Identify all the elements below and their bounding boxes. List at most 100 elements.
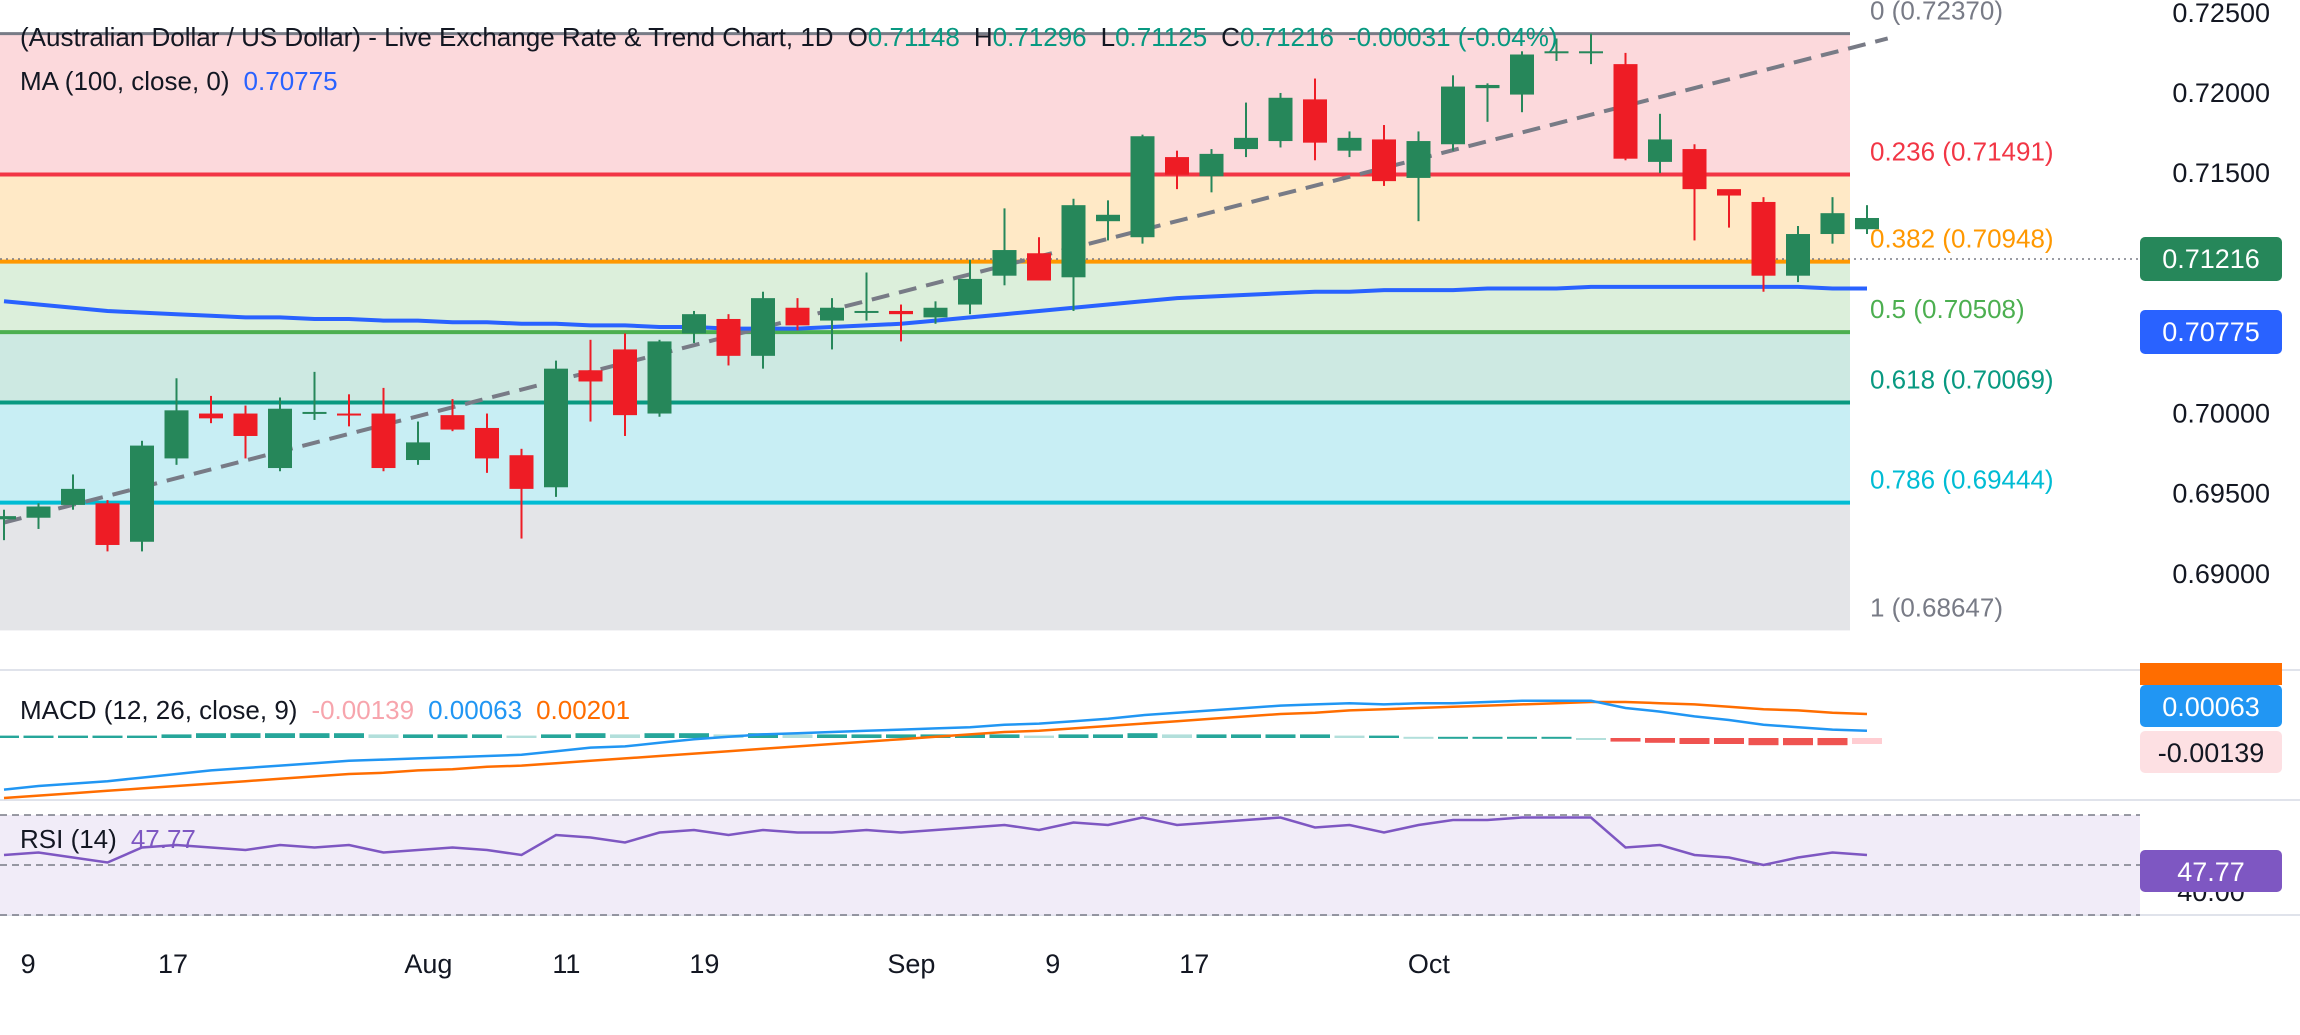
- candle-body: [1234, 137, 1258, 150]
- ma-legend-value: 0.70775: [244, 66, 338, 96]
- trendline: [3, 36, 1889, 525]
- candle-body: [1337, 137, 1362, 151]
- macd-histogram-bar: [1403, 736, 1434, 739]
- macd-line-value: 0.00063: [428, 695, 522, 725]
- ma-price-badge: [2140, 310, 2282, 354]
- macd-histogram-bar: [1748, 738, 1779, 746]
- low-value: 0.71125: [1115, 22, 1207, 52]
- macd-histogram-bar: [127, 735, 157, 738]
- candle-47: [1613, 52, 1638, 161]
- candle-body: [1061, 205, 1086, 278]
- candle-5: [164, 378, 189, 465]
- fib-label-0.5: 0.5 (0.70508): [1870, 294, 2025, 324]
- candle-body: [785, 307, 810, 326]
- macd-histogram-bar: [230, 733, 261, 738]
- candle-body: [233, 413, 258, 436]
- macd-histogram-bar: [1024, 735, 1054, 738]
- candle-body: [199, 413, 223, 419]
- candle-52: [1786, 226, 1810, 283]
- candle-body: [1544, 51, 1569, 54]
- candle-4: [130, 440, 154, 552]
- macd-histogram-bar: [1231, 734, 1261, 738]
- candle-body: [1199, 153, 1224, 177]
- candle-44: [1510, 51, 1534, 113]
- candle-27: [923, 301, 948, 324]
- macd-histogram-bar: [1438, 736, 1468, 739]
- macd-histogram-bar: [575, 733, 606, 738]
- candle-body: [1406, 141, 1431, 178]
- candle-1: [26, 503, 51, 529]
- candle-33: [1130, 134, 1155, 244]
- last-price-badge: [2140, 237, 2282, 281]
- macd-hist-badge: [2140, 731, 2282, 773]
- candle-25: [854, 272, 879, 321]
- candle-body: [1372, 139, 1396, 182]
- ma-legend-label: MA (100, close, 0): [20, 66, 230, 96]
- macd-pane: [0, 699, 1882, 800]
- candle-28: [958, 259, 982, 315]
- fibonacci-zones: [0, 33, 1850, 631]
- fib-zone-0.5: [0, 332, 1850, 403]
- low-label: L: [1101, 22, 1115, 52]
- candle-body: [613, 349, 637, 416]
- candle-body: [1579, 51, 1603, 54]
- macd-histogram-bar: [334, 733, 364, 738]
- macd-histogram-bar: [541, 734, 571, 738]
- candle-26: [889, 304, 913, 342]
- candle-body: [751, 298, 775, 356]
- macd-histogram-bar: [782, 734, 813, 738]
- candle-body: [1820, 213, 1845, 235]
- time-tick-label: 9: [21, 949, 36, 979]
- macd-histogram-bar: [886, 734, 916, 738]
- candle-22: [751, 291, 775, 369]
- candle-53: [1820, 197, 1845, 244]
- rsi-badge-text: 47.77: [2177, 857, 2245, 887]
- trendline-segment: [3, 36, 1889, 525]
- macd-histogram-bar: [1369, 735, 1399, 738]
- high-value: 0.71296: [993, 22, 1087, 52]
- candle-body: [1096, 214, 1120, 222]
- macd-histogram-bar: [817, 734, 847, 738]
- candle-39: [1337, 131, 1362, 158]
- macd-histogram-bar: [161, 734, 192, 738]
- macd-histogram-bar: [265, 733, 295, 738]
- macd-legend-label: MACD (12, 26, close, 9): [20, 695, 297, 725]
- candle-body: [1027, 253, 1051, 281]
- candle-38: [1303, 78, 1327, 161]
- candle-24: [820, 298, 844, 350]
- candle-body: [302, 411, 327, 414]
- header-title: (Australian Dollar / US Dollar) - Live E…: [20, 22, 834, 52]
- candle-54: [1855, 205, 1879, 235]
- macd-histogram-bar: [1610, 738, 1641, 742]
- candle-body: [1165, 157, 1189, 175]
- candle-body: [371, 413, 396, 469]
- price-tick-label: 0.70000: [2172, 399, 2270, 429]
- price-tick-label: 0.71500: [2172, 158, 2270, 188]
- candle-0: [0, 509, 16, 541]
- candle-15: [509, 448, 534, 539]
- candle-43: [1475, 83, 1500, 122]
- candle-body: [1130, 136, 1155, 238]
- candle-10: [337, 394, 361, 427]
- candle-12: [406, 421, 430, 465]
- candle-body: [682, 314, 706, 334]
- macd-histogram-bar: [1334, 735, 1365, 738]
- candle-20: [682, 310, 706, 344]
- candle-7: [233, 405, 258, 459]
- macd-legend: MACD (12, 26, close, 9) -0.00139 0.00063 0.…: [20, 695, 630, 725]
- price-tick-label: 0.69500: [2172, 479, 2270, 509]
- candle-14: [475, 413, 499, 473]
- macd-histogram-bar: [403, 734, 433, 738]
- candle-body: [1441, 86, 1465, 145]
- candle-body: [61, 488, 85, 505]
- macd-histogram-bar: [1265, 734, 1296, 738]
- candle-body: [1751, 201, 1776, 276]
- candle-body: [889, 310, 913, 315]
- macd-signal-value: 0.00201: [536, 695, 630, 725]
- candles: [0, 33, 1879, 552]
- candle-body: [406, 442, 430, 461]
- fib-label-0.786: 0.786 (0.69444): [1870, 465, 2054, 495]
- rsi-pane: [3, 816, 1868, 867]
- macd-histogram-bar: [1300, 734, 1330, 738]
- candle-body: [509, 455, 534, 489]
